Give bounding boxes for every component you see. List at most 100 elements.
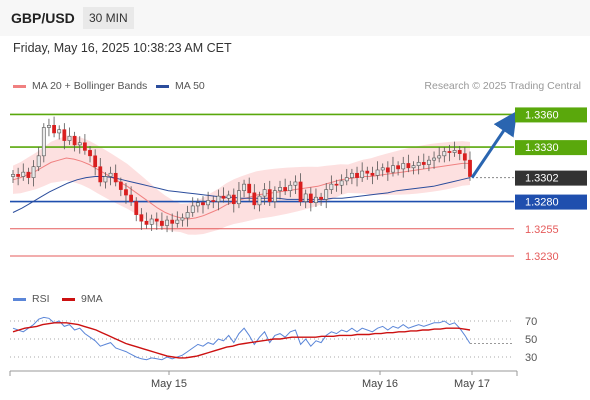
candle-body [185,212,190,219]
candle [350,168,354,185]
candle-body [62,129,67,141]
candle [242,179,246,198]
rsi-ma-swatch [62,297,75,301]
price-label-1.3330 [515,140,587,156]
candle-body [293,181,298,186]
candle-body [57,129,62,134]
candle-body [370,172,375,176]
candle-body [283,187,288,191]
candle [26,167,31,185]
timeframe-badge[interactable]: 30 MIN [83,7,134,29]
candle-body [216,195,221,202]
candle-body [365,170,370,174]
candle-body [360,170,365,178]
candle-body [421,162,426,165]
candle [298,173,303,206]
candle-body [206,200,211,206]
candle-body [26,171,31,178]
candle-body [303,193,308,202]
candle-body [195,202,200,207]
candle-body [288,184,293,191]
candle-body [165,219,169,226]
time-tick-label: May 16 [362,378,398,390]
candle-body [16,174,21,177]
candle [267,180,272,206]
legend-rsi-label: RSI [32,293,50,305]
candle-body [113,172,118,183]
rsi-line [12,316,471,361]
candle [98,158,103,187]
candle-body [298,181,303,202]
rsi-swatch [13,297,26,301]
candle [36,147,41,172]
candle-body [231,194,236,205]
candle [11,169,15,184]
price-label-current-text: 1.3302 [525,173,559,185]
candle [118,177,123,197]
candle-body [77,142,82,146]
candle [252,184,257,210]
candle-body [88,150,92,157]
candle-body [201,202,205,206]
candle [365,166,370,180]
candle [160,212,164,230]
ma50-swatch [156,84,169,88]
rsi-ma-line [12,322,471,359]
legend-ma50: MA 50 [156,80,205,92]
timestamp: Friday, May 16, 2025 10:38:23 AM CET [13,41,232,55]
rsi-tick-70: 70 [525,316,537,328]
candle-body [31,166,36,178]
candle-body [468,159,472,177]
candle [406,154,411,173]
legend-rsi-ma: 9MA [62,293,103,305]
candle-body [416,162,421,166]
candle-body [447,151,452,153]
candle [165,215,169,233]
candle [257,191,262,212]
candle [88,146,92,163]
candle-body [52,125,56,134]
price-label-text-1.3280: 1.3280 [525,197,559,209]
candle-body [411,165,416,169]
candle [185,205,190,227]
candle [41,123,46,163]
candle-body [154,218,159,222]
price-label-text-1.3330: 1.3330 [525,142,559,154]
candle-body [72,135,77,146]
candle [211,196,216,209]
candle-body [457,150,462,154]
price-label-text-1.3255: 1.3255 [525,224,559,236]
candle [247,177,252,202]
candle [303,189,308,209]
candle-body [278,187,282,191]
candle [293,175,298,194]
candle [380,163,385,177]
candle-body [98,166,103,183]
candle [411,161,416,175]
candle [308,187,313,212]
candle [82,134,87,155]
candle-body [242,183,246,191]
candle-body [252,192,257,206]
candle [427,155,431,172]
candle [108,166,113,186]
candle [195,198,200,213]
candle [149,214,154,231]
candle-body [314,196,318,203]
candle [288,180,293,198]
candle-body [144,220,149,225]
candle-body [401,163,406,170]
candle [401,156,406,178]
candle-body [47,125,51,128]
candle [452,141,457,157]
candle-body [149,218,154,225]
price-label-text-1.3230: 1.3230 [525,251,559,263]
candle [262,183,267,205]
candle [370,166,375,185]
candle-body [452,150,457,153]
candle-body [170,219,175,224]
candle [180,213,185,227]
candle [272,186,277,209]
candle-body [134,201,139,215]
